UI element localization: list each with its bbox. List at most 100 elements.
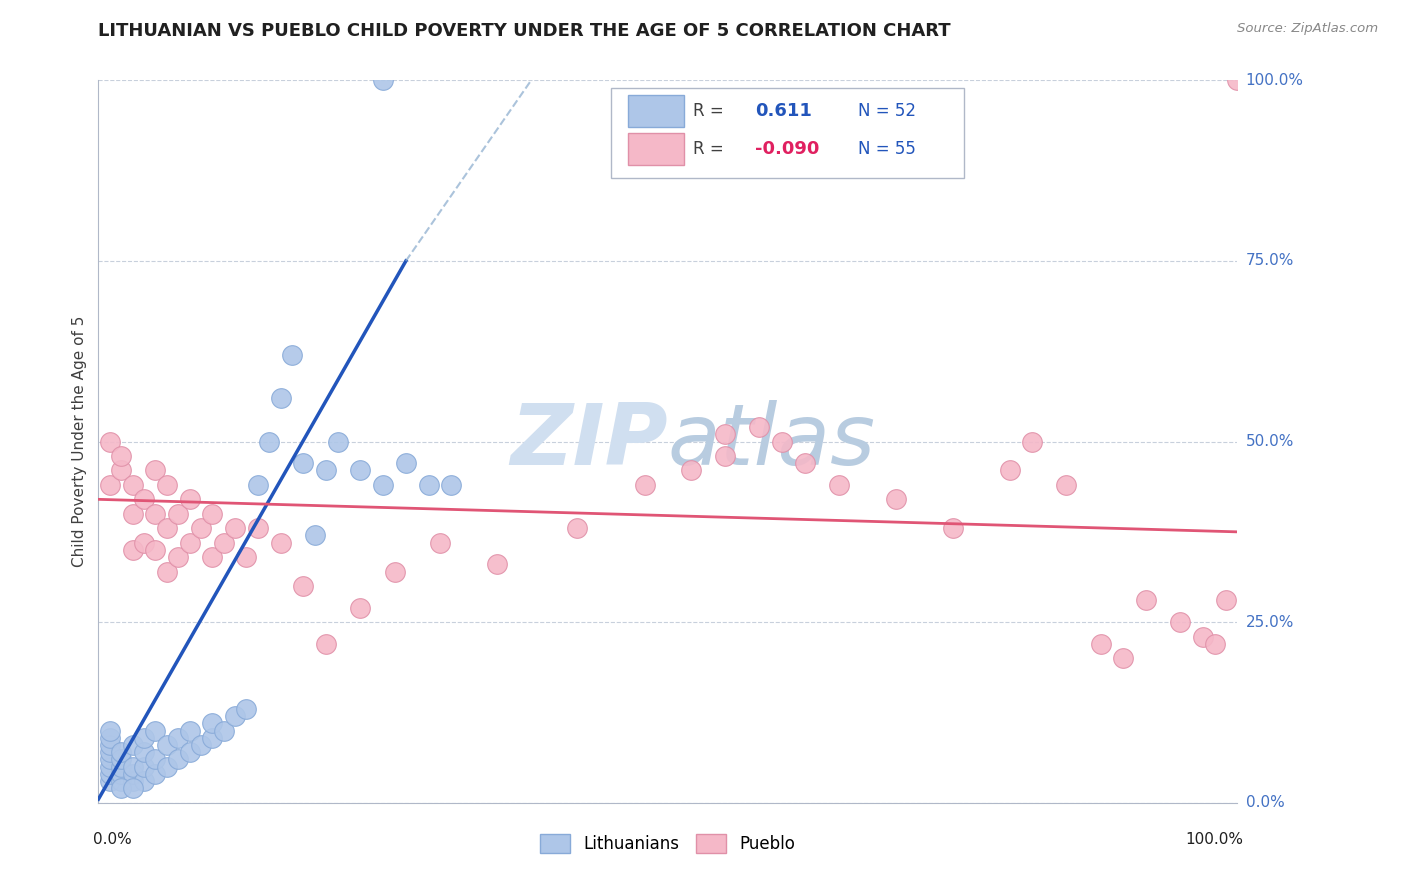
Point	[1170, 615, 1192, 630]
Point	[1090, 637, 1112, 651]
Point	[349, 600, 371, 615]
Point	[326, 434, 349, 449]
Point	[770, 434, 793, 449]
FancyBboxPatch shape	[628, 133, 683, 165]
Point	[270, 535, 292, 549]
Point	[98, 434, 121, 449]
Text: ZIP: ZIP	[510, 400, 668, 483]
FancyBboxPatch shape	[628, 95, 683, 128]
Point	[201, 716, 224, 731]
Point	[1226, 73, 1249, 87]
Point	[98, 478, 121, 492]
Text: -0.090: -0.090	[755, 140, 820, 158]
Point	[121, 774, 143, 789]
Point	[235, 702, 257, 716]
Point	[110, 752, 132, 766]
Text: N = 52: N = 52	[858, 103, 915, 120]
Text: LITHUANIAN VS PUEBLO CHILD POVERTY UNDER THE AGE OF 5 CORRELATION CHART: LITHUANIAN VS PUEBLO CHILD POVERTY UNDER…	[98, 22, 950, 40]
Point	[121, 478, 143, 492]
Text: 100.0%: 100.0%	[1246, 73, 1303, 87]
Text: N = 55: N = 55	[858, 140, 915, 158]
Point	[98, 723, 121, 738]
Point	[259, 434, 281, 449]
Point	[828, 478, 851, 492]
Point	[942, 521, 965, 535]
Point	[110, 781, 132, 796]
Point	[98, 738, 121, 752]
Point	[395, 456, 418, 470]
Point	[201, 507, 224, 521]
Point	[145, 723, 167, 738]
Point	[145, 542, 167, 557]
Point	[292, 579, 315, 593]
Point	[212, 535, 235, 549]
Point	[145, 752, 167, 766]
Point	[167, 507, 190, 521]
Point	[292, 456, 315, 470]
Point	[132, 774, 155, 789]
Point	[98, 745, 121, 759]
Point	[179, 535, 201, 549]
FancyBboxPatch shape	[612, 87, 965, 178]
Point	[384, 565, 406, 579]
Point	[98, 774, 121, 789]
Point	[167, 752, 190, 766]
Point	[565, 521, 588, 535]
Point	[486, 558, 509, 572]
Point	[156, 760, 179, 774]
Point	[1204, 637, 1226, 651]
Point	[110, 767, 132, 781]
Point	[714, 427, 737, 442]
Point	[1192, 630, 1215, 644]
Point	[145, 463, 167, 477]
Point	[98, 760, 121, 774]
Point	[121, 760, 143, 774]
Point	[246, 478, 269, 492]
Point	[121, 767, 143, 781]
Point	[145, 507, 167, 521]
Point	[281, 348, 304, 362]
Point	[1215, 593, 1237, 607]
Point	[121, 542, 143, 557]
Point	[440, 478, 463, 492]
Point	[201, 550, 224, 565]
Point	[224, 521, 246, 535]
Point	[98, 731, 121, 745]
Point	[121, 507, 143, 521]
Text: 100.0%: 100.0%	[1185, 831, 1243, 847]
Point	[1112, 651, 1135, 665]
Point	[156, 521, 179, 535]
Point	[793, 456, 815, 470]
Point	[748, 420, 770, 434]
Point	[315, 637, 337, 651]
Point	[371, 73, 394, 87]
Point	[679, 463, 702, 477]
Point	[179, 745, 201, 759]
Point	[121, 781, 143, 796]
Point	[1021, 434, 1043, 449]
Point	[884, 492, 907, 507]
Point	[998, 463, 1021, 477]
Text: R =: R =	[693, 140, 724, 158]
Point	[190, 521, 212, 535]
Point	[235, 550, 257, 565]
Point	[418, 478, 440, 492]
Point	[132, 760, 155, 774]
Point	[304, 528, 326, 542]
Point	[156, 565, 179, 579]
Point	[110, 449, 132, 463]
Point	[156, 738, 179, 752]
Point	[110, 745, 132, 759]
Point	[349, 463, 371, 477]
Point	[132, 535, 155, 549]
Point	[246, 521, 269, 535]
Text: 0.0%: 0.0%	[1246, 796, 1284, 810]
Point	[1054, 478, 1078, 492]
Point	[315, 463, 337, 477]
Text: 25.0%: 25.0%	[1246, 615, 1294, 630]
Text: 75.0%: 75.0%	[1246, 253, 1294, 268]
Legend: Lithuanians, Pueblo: Lithuanians, Pueblo	[534, 827, 801, 860]
Y-axis label: Child Poverty Under the Age of 5: Child Poverty Under the Age of 5	[72, 316, 87, 567]
Point	[156, 478, 179, 492]
Text: R =: R =	[693, 103, 724, 120]
